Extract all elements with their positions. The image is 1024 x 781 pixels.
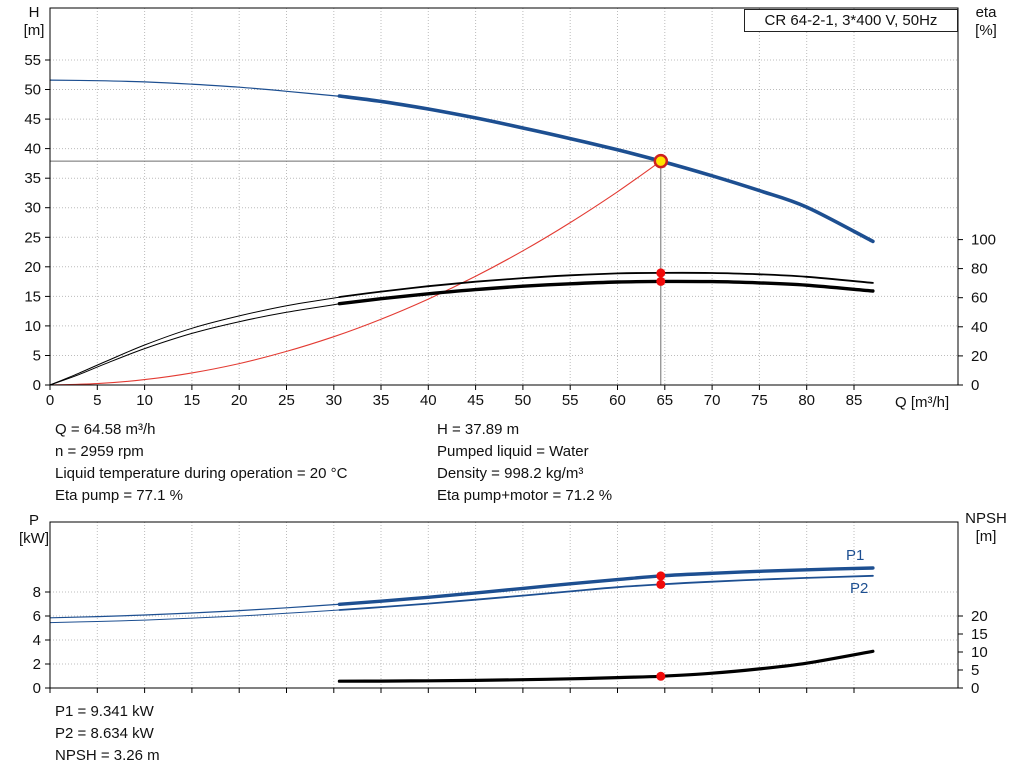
power-info-block: P1 = 9.341 kW P2 = 8.634 kW NPSH = 3.26 …	[55, 701, 160, 767]
p2-curve-label: P2	[850, 580, 869, 597]
svg-text:25: 25	[24, 229, 41, 246]
svg-text:10: 10	[971, 644, 988, 661]
marker-p2-point	[656, 579, 666, 589]
head-axis-symbol: H	[28, 4, 40, 21]
svg-text:0: 0	[971, 377, 979, 394]
flow-axis-label: Q [m³/h]	[895, 394, 950, 411]
power-axis-symbol: P	[28, 512, 39, 529]
curve-system-curve	[49, 160, 662, 386]
svg-text:70: 70	[704, 392, 721, 409]
svg-text:40: 40	[24, 141, 41, 158]
power-axis-unit: [kW]	[19, 530, 49, 547]
svg-text:0: 0	[33, 377, 41, 394]
info-eta-pump-motor: Eta pump+motor = 71.2 %	[437, 487, 613, 504]
svg-text:75: 75	[751, 392, 768, 409]
marker-duty-point	[653, 153, 669, 169]
info-pumped-liquid: Pumped liquid = Water	[437, 443, 589, 460]
svg-text:50: 50	[24, 82, 41, 99]
curve-head-thin	[49, 79, 344, 98]
marker-eta-pump-point	[656, 268, 666, 278]
duty-info-column-2: H = 37.89 m Pumped liquid = Water Densit…	[437, 419, 612, 507]
head-axis-label: H [m]	[16, 4, 52, 40]
eta-axis-unit: [%]	[975, 22, 997, 39]
svg-text:0: 0	[46, 392, 54, 409]
duty-info-column-1: Q = 64.58 m³/h n = 2959 rpm Liquid tempe…	[55, 419, 347, 507]
info-speed: n = 2959 rpm	[55, 443, 144, 460]
marker-npsh-point	[656, 671, 666, 681]
svg-text:5: 5	[971, 662, 979, 679]
marker-p1-point	[656, 571, 666, 581]
curve-eta-pump-motor-thick	[337, 279, 875, 306]
curve-p2-thin	[49, 609, 344, 624]
info-eta-pump: Eta pump = 77.1 %	[55, 487, 183, 504]
svg-text:15: 15	[971, 626, 988, 643]
svg-text:4: 4	[33, 632, 41, 649]
curve-head-thick	[337, 94, 875, 244]
curve-npsh-thick	[337, 649, 875, 683]
svg-text:40: 40	[971, 319, 988, 336]
svg-text:6: 6	[33, 608, 41, 625]
eta-axis-symbol: eta	[975, 4, 997, 21]
svg-text:55: 55	[24, 52, 41, 69]
svg-text:8: 8	[33, 584, 41, 601]
curve-p1-thick	[337, 566, 875, 606]
svg-text:45: 45	[467, 392, 484, 409]
info-head: H = 37.89 m	[437, 421, 520, 438]
npsh-axis-unit: [m]	[975, 528, 997, 545]
svg-text:15: 15	[24, 288, 41, 305]
svg-text:5: 5	[33, 348, 41, 365]
svg-text:55: 55	[562, 392, 579, 409]
svg-text:35: 35	[373, 392, 390, 409]
curve-p2-thick	[338, 574, 874, 611]
svg-text:5: 5	[93, 392, 101, 409]
svg-text:25: 25	[278, 392, 295, 409]
svg-text:60: 60	[609, 392, 626, 409]
svg-text:100: 100	[971, 232, 996, 249]
svg-text:65: 65	[656, 392, 673, 409]
info-density: Density = 998.2 kg/m³	[437, 465, 584, 482]
pump-title-box: CR 64-2-1, 3*400 V, 50Hz	[744, 9, 958, 32]
curve-p1-thin	[49, 603, 344, 619]
curve-eta-pump-motor-thin	[49, 302, 344, 386]
svg-text:35: 35	[24, 170, 41, 187]
pump-title: CR 64-2-1, 3*400 V, 50Hz	[764, 12, 938, 29]
svg-text:20: 20	[231, 392, 248, 409]
svg-text:40: 40	[420, 392, 437, 409]
svg-text:20: 20	[24, 259, 41, 276]
info-flow: Q = 64.58 m³/h	[55, 421, 156, 438]
npsh-axis-symbol: NPSH	[965, 510, 1007, 527]
power-axis-label: P [kW]	[14, 512, 54, 548]
svg-text:15: 15	[184, 392, 201, 409]
info-liquid-temperature: Liquid temperature during operation = 20…	[55, 465, 348, 482]
svg-text:80: 80	[971, 261, 988, 278]
svg-text:60: 60	[971, 290, 988, 307]
svg-text:85: 85	[846, 392, 863, 409]
npsh-axis-label: NPSH [m]	[962, 510, 1010, 546]
svg-text:80: 80	[798, 392, 815, 409]
svg-text:45: 45	[24, 111, 41, 128]
svg-text:30: 30	[325, 392, 342, 409]
svg-text:20: 20	[971, 348, 988, 365]
info-p1: P1 = 9.341 kW	[55, 703, 154, 720]
info-npsh: NPSH = 3.26 m	[55, 747, 160, 764]
svg-text:30: 30	[24, 200, 41, 217]
svg-text:10: 10	[24, 318, 41, 335]
info-p2: P2 = 8.634 kW	[55, 725, 154, 742]
svg-text:50: 50	[515, 392, 532, 409]
curve-eta-pump-thin	[49, 296, 344, 386]
svg-text:20: 20	[971, 608, 988, 625]
p1-curve-label: P1	[846, 547, 865, 564]
svg-text:2: 2	[33, 656, 41, 673]
curve-eta-pump-thick	[338, 271, 874, 298]
eta-axis-label: eta [%]	[966, 4, 1006, 40]
svg-text:0: 0	[33, 680, 41, 697]
head-axis-unit: [m]	[23, 22, 45, 39]
marker-eta-pump-motor-point	[656, 276, 666, 286]
svg-text:10: 10	[136, 392, 153, 409]
svg-text:0: 0	[971, 680, 979, 697]
